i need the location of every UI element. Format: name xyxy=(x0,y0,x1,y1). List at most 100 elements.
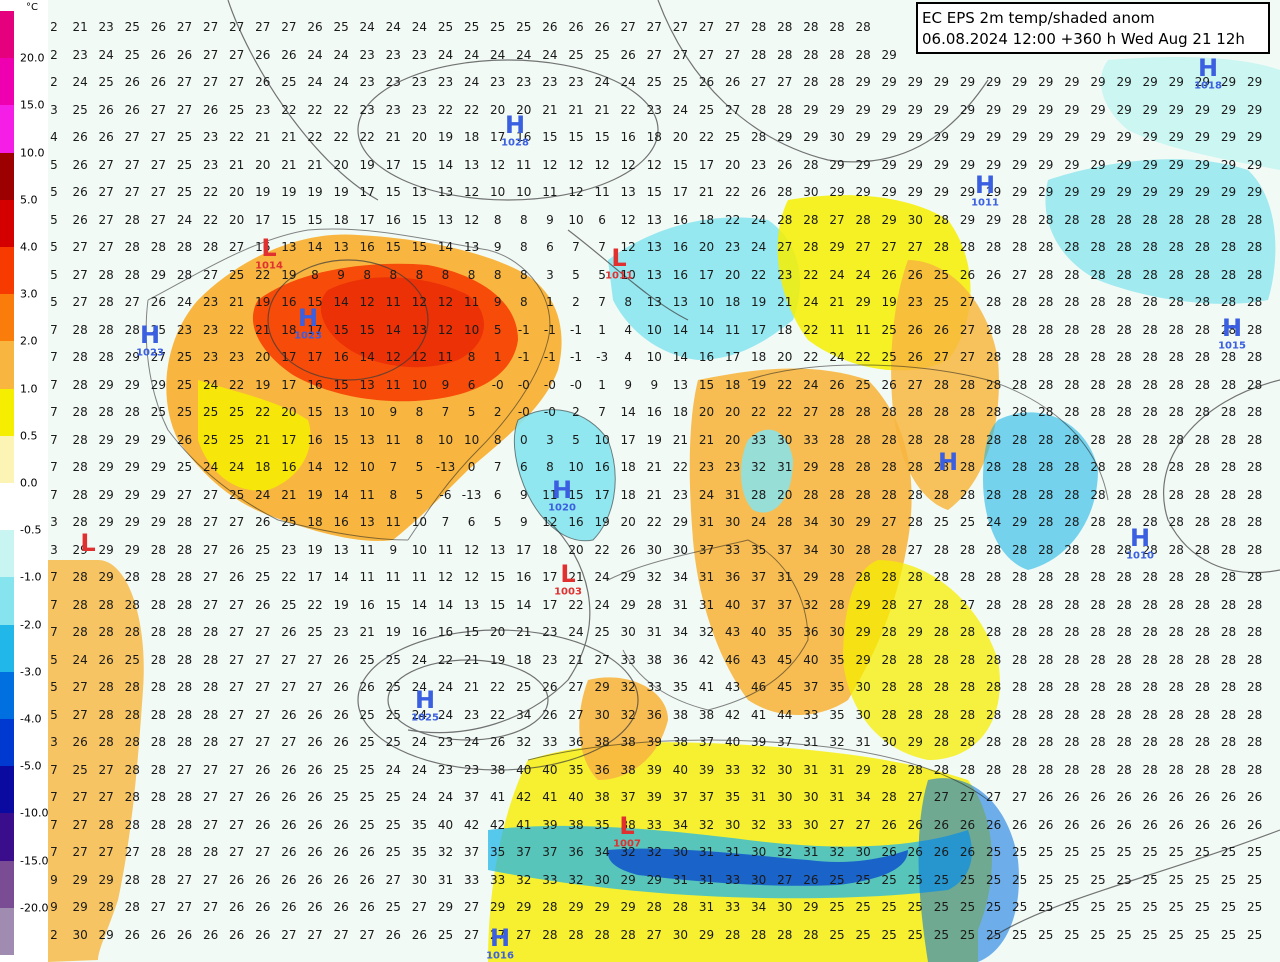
temp-value: 26 xyxy=(1064,817,1080,832)
temp-value: 28 xyxy=(1168,680,1184,694)
temp-value: 14 xyxy=(698,322,715,337)
temp-value: 9 xyxy=(389,405,398,419)
temp-value: 26 xyxy=(176,432,193,447)
temp-value: 26 xyxy=(1116,817,1132,832)
temp-value: 28 xyxy=(881,405,897,419)
temp-value: 28 xyxy=(1064,597,1080,612)
temp-value: 31 xyxy=(698,570,715,584)
temp-value: 25 xyxy=(933,295,950,309)
temp-value: 17 xyxy=(751,322,767,337)
temp-value: 25 xyxy=(385,900,401,914)
temp-value: 28 xyxy=(959,707,976,722)
temp-value: 8 xyxy=(519,212,528,227)
temp-value: 21 xyxy=(698,432,715,447)
temp-value: 26 xyxy=(98,652,114,667)
temp-value: 28 xyxy=(1220,240,1237,254)
temp-value: 31 xyxy=(829,790,845,804)
temp-value: 28 xyxy=(124,817,140,832)
land-anomaly-shading xyxy=(48,57,1280,962)
temp-value: 25 xyxy=(1090,900,1106,914)
temp-value: 28 xyxy=(1012,322,1028,337)
temp-value: 34 xyxy=(672,570,689,584)
temp-value: 29 xyxy=(1090,102,1106,117)
temp-value: 29 xyxy=(698,927,715,942)
temp-value: 26 xyxy=(490,735,506,749)
temp-value: 28 xyxy=(1246,350,1263,364)
temp-value: 25 xyxy=(855,927,871,942)
temp-value: -1 xyxy=(543,350,556,364)
temp-value: 31 xyxy=(698,515,715,529)
temp-value: 28 xyxy=(933,597,950,612)
temp-value: 29 xyxy=(150,267,167,282)
temp-value: 27 xyxy=(176,872,193,887)
temp-value: 28 xyxy=(1064,295,1080,309)
temp-value: 28 xyxy=(1012,432,1028,447)
temp-value: 28 xyxy=(881,790,897,804)
temp-value: 21 xyxy=(646,460,662,474)
temp-value: 28 xyxy=(98,707,114,722)
temp-value: 27 xyxy=(829,212,845,227)
temp-value: 23 xyxy=(411,102,428,117)
title-line-2: 06.08.2024 12:00 +360 h Wed Aug 21 12h xyxy=(922,30,1245,48)
temp-value: 35 xyxy=(672,680,689,694)
temp-value: 21 xyxy=(307,157,323,172)
temp-value: 34 xyxy=(803,515,819,529)
temp-value: 27 xyxy=(646,20,662,34)
temp-value: -1 xyxy=(517,350,530,364)
temp-value: 13 xyxy=(359,432,375,447)
temp-value: 28 xyxy=(1142,240,1158,254)
temp-value: 28 xyxy=(751,130,767,144)
temp-value: 7 xyxy=(50,845,58,859)
temp-value: 21 xyxy=(229,295,245,309)
colorbar-label: 20.0 xyxy=(20,51,45,65)
temp-value: 25 xyxy=(1116,845,1132,859)
temp-value: 12 xyxy=(490,157,506,172)
temp-value: 29 xyxy=(907,625,923,639)
temp-value: 22 xyxy=(698,130,715,144)
temp-value: 21 xyxy=(646,487,662,502)
temp-value: 28 xyxy=(1194,652,1211,667)
temp-value: 28 xyxy=(1116,295,1132,309)
temp-value: 26 xyxy=(281,707,297,722)
high-pressure-marker: H xyxy=(489,924,511,952)
temp-value: 27 xyxy=(333,927,349,942)
temp-value: 37 xyxy=(698,790,715,804)
temp-value: 25 xyxy=(1090,872,1106,887)
temp-value: 25 xyxy=(1142,900,1158,914)
temp-value: 21 xyxy=(698,185,715,199)
temp-value: 27 xyxy=(229,707,245,722)
temp-value: 27 xyxy=(307,652,323,667)
temp-value: 25 xyxy=(490,20,506,34)
temp-value: 28 xyxy=(176,817,193,832)
temp-value: 28 xyxy=(1012,350,1028,364)
temp-value: 26 xyxy=(307,762,323,777)
temp-value: 28 xyxy=(933,762,950,777)
temp-value: 26 xyxy=(985,817,1002,832)
temp-value: 27 xyxy=(229,515,245,529)
temp-value: 6 xyxy=(598,212,606,227)
temp-value: 7 xyxy=(441,405,450,419)
temp-value: 17 xyxy=(698,157,715,172)
temp-value: 22 xyxy=(672,460,689,474)
temp-value: 28 xyxy=(1038,432,1054,447)
temp-value: 28 xyxy=(202,625,219,639)
temp-value: 31 xyxy=(698,900,715,914)
temp-value: 11 xyxy=(594,185,610,199)
temp-value: 29 xyxy=(933,102,950,117)
temp-value: 15 xyxy=(385,240,401,254)
temp-value: 30 xyxy=(777,900,793,914)
temp-value: 41 xyxy=(698,680,715,694)
temp-value: 30 xyxy=(803,185,819,199)
temp-value: 25 xyxy=(255,570,271,584)
temp-value: 28 xyxy=(150,735,167,749)
temp-value: 27 xyxy=(281,735,297,749)
temp-value: 7 xyxy=(50,432,58,447)
temp-value: 26 xyxy=(150,47,167,62)
temp-value: 7 xyxy=(441,515,450,529)
temp-value: 26 xyxy=(881,267,897,282)
temp-value: 26 xyxy=(307,707,323,722)
temp-value: 36 xyxy=(646,707,662,722)
temp-value: 25 xyxy=(1246,927,1263,942)
temp-value: 23 xyxy=(176,322,193,337)
high-pressure-marker: H xyxy=(297,304,319,332)
